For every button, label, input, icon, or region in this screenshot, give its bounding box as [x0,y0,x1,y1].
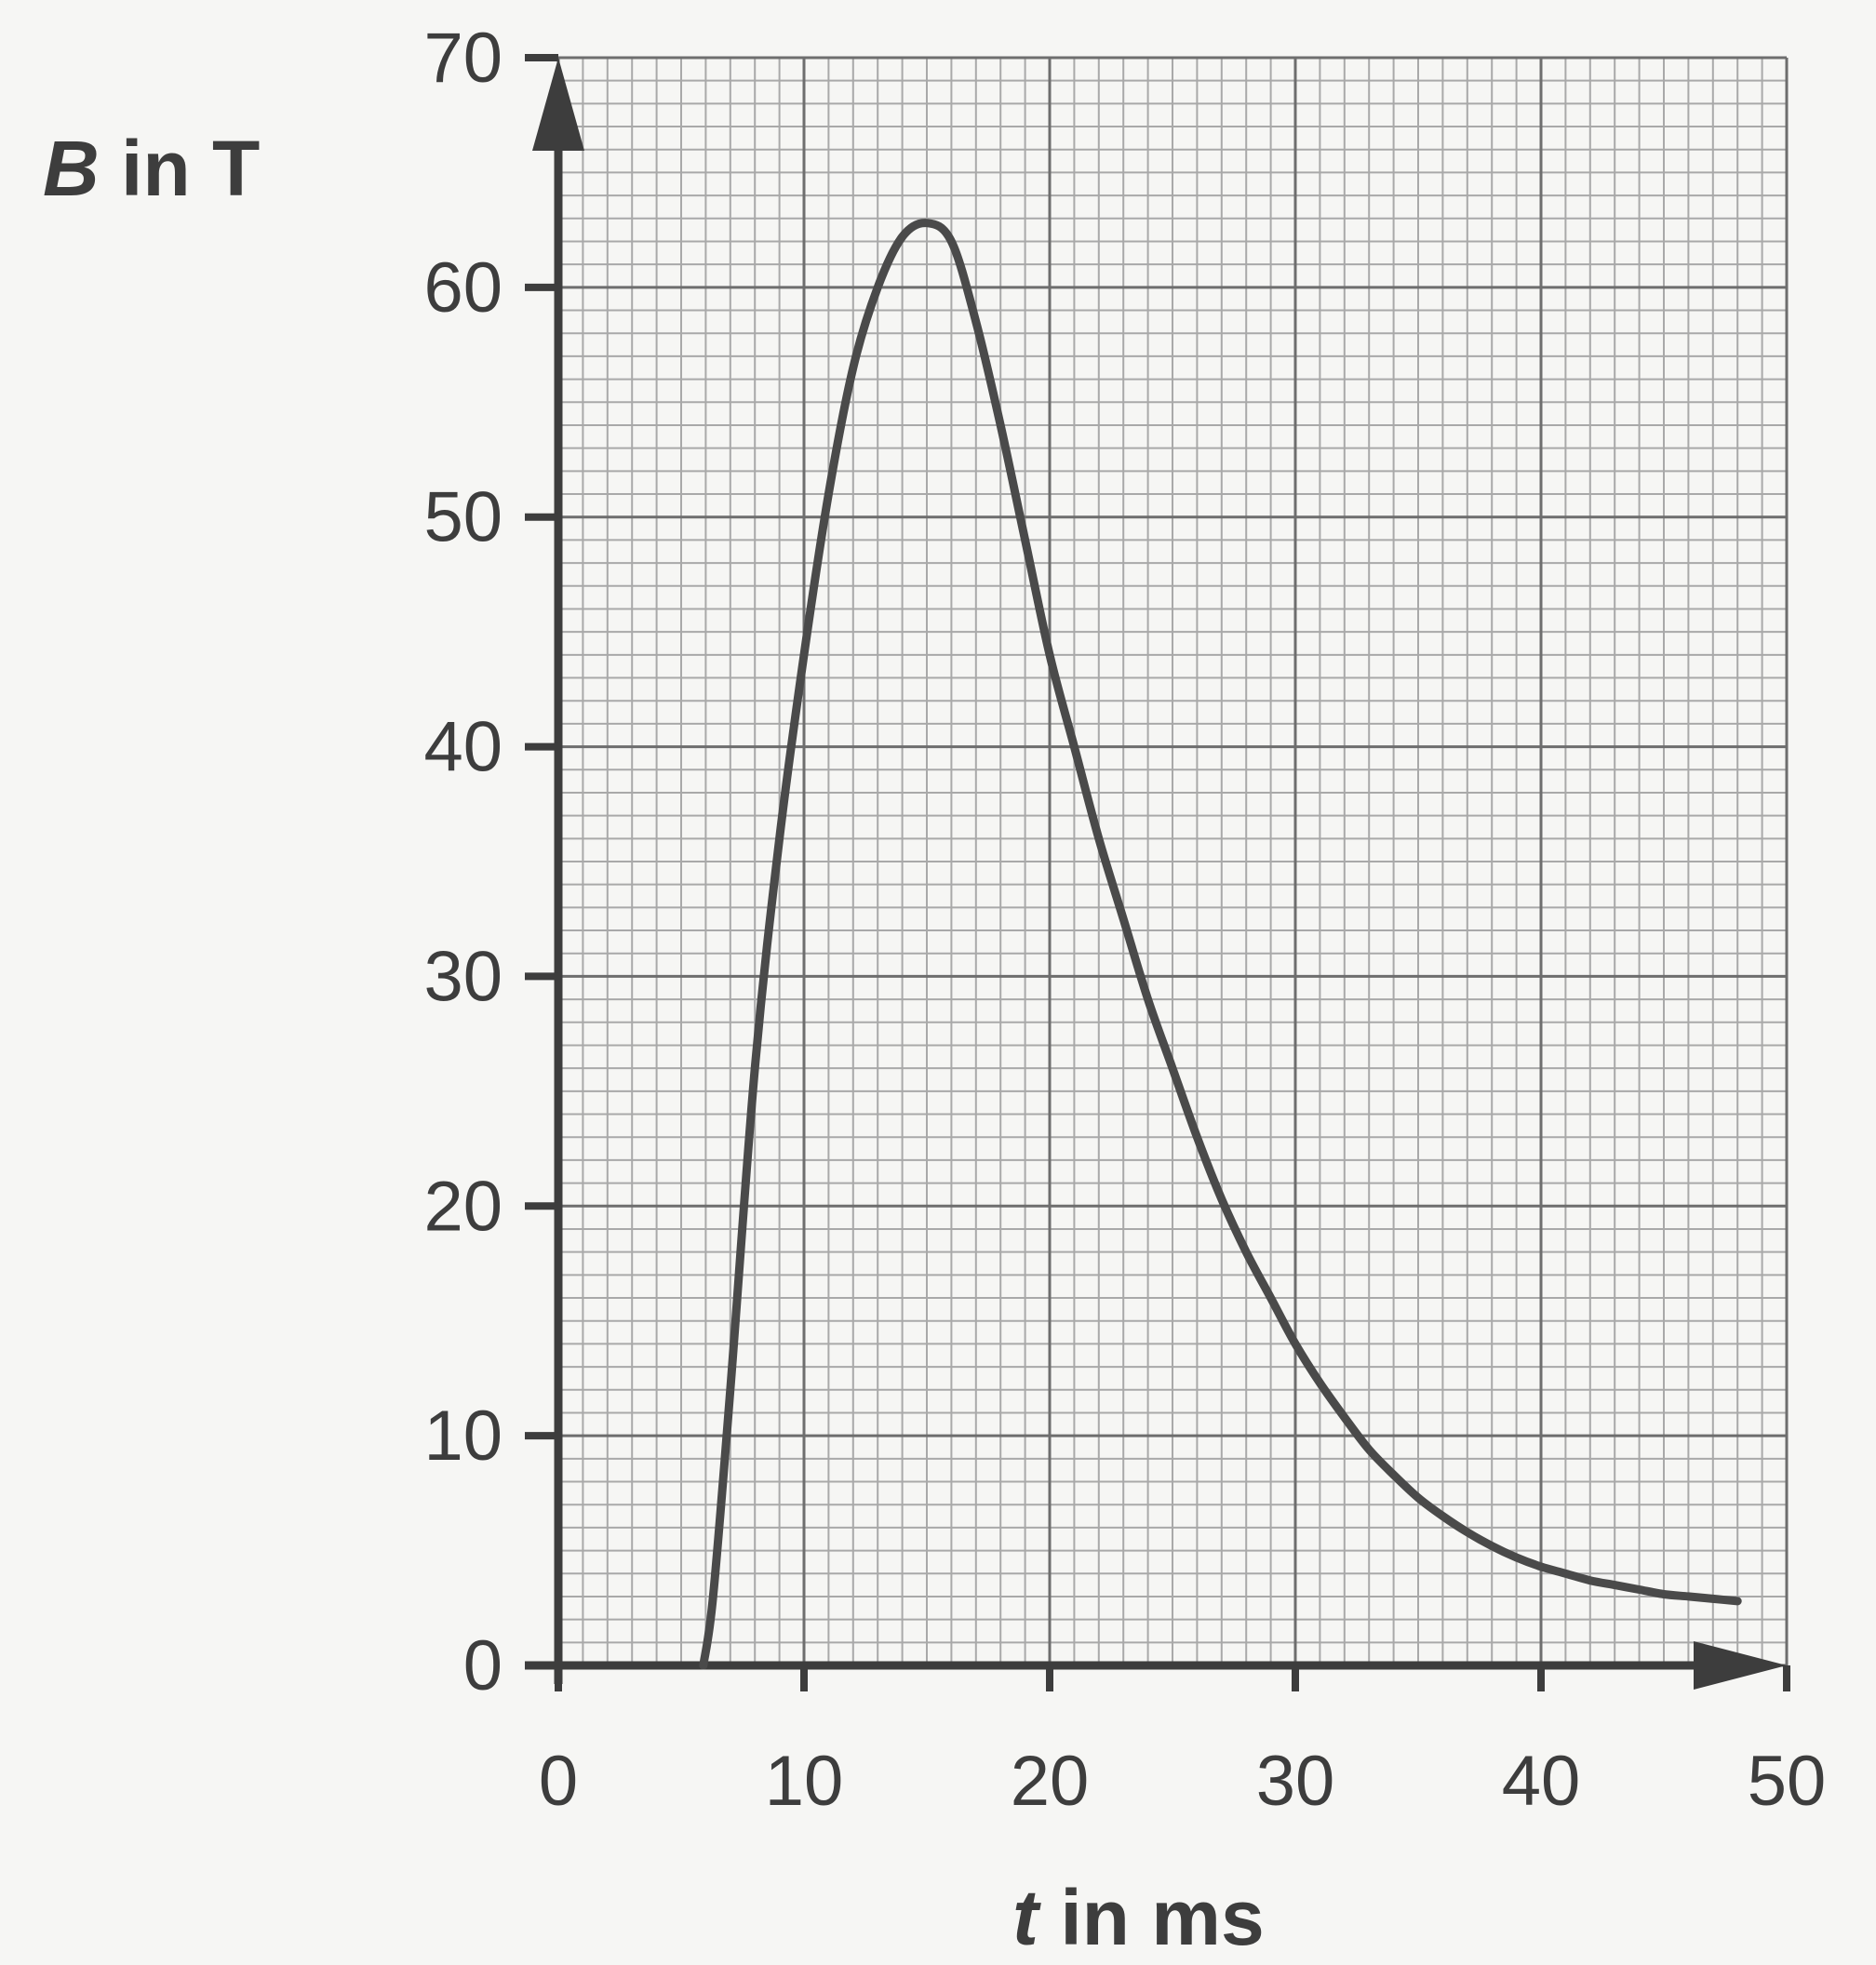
y-tick-label: 0 [463,1626,502,1705]
y-tick-label: 70 [423,19,502,98]
y-tick-label: 60 [423,248,502,328]
x-axis-arrow [1694,1641,1787,1690]
x-axis-label: t in ms [1012,1874,1265,1961]
y-tick-label: 40 [423,708,502,787]
x-tick-label: 40 [1502,1742,1581,1821]
y-tick-label: 30 [423,937,502,1016]
y-axis-label: B in T [43,125,260,212]
x-tick-label: 0 [539,1742,578,1821]
x-tick-label: 20 [1011,1742,1090,1821]
x-tick-label: 10 [765,1742,844,1821]
y-tick-label: 20 [423,1167,502,1246]
grid-minor [557,57,1788,1666]
y-axis-arrow [532,58,584,151]
series-line [699,219,1742,1670]
x-tick-label: 50 [1748,1742,1827,1821]
series-group [699,219,1742,1670]
y-tick-label: 50 [423,478,502,557]
y-tick-label: 10 [423,1397,502,1476]
axes [525,58,1787,1690]
x-tick-label: 30 [1256,1742,1335,1821]
ticks: 0 10 20 30 40 50 60 70 0 10 20 30 40 50 [423,19,1826,1821]
